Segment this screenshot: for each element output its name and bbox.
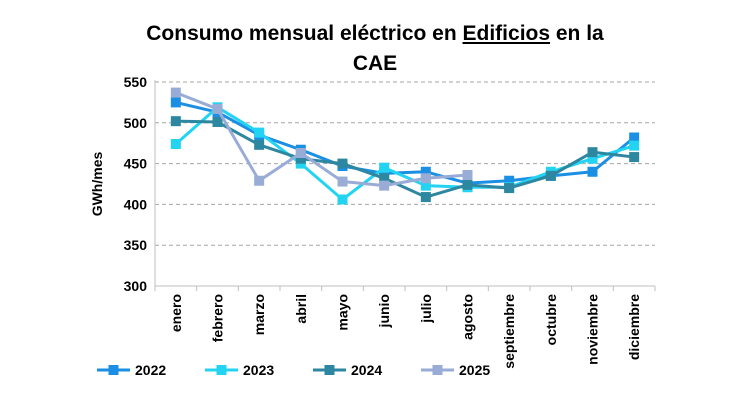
data-point-2024-octubre: [545, 170, 556, 181]
data-point-2024-junio: [379, 173, 390, 184]
data-point-2025-junio: [379, 180, 390, 191]
data-point-2025-enero: [170, 87, 181, 98]
data-point-2022-enero: [170, 97, 181, 108]
data-point-2025-julio: [420, 173, 431, 184]
data-point-2025-marzo: [254, 175, 265, 186]
x-tick-label-abril: abril: [293, 294, 309, 324]
data-point-2023-noviembre: [587, 153, 598, 164]
legend-label-2024: 2024: [351, 362, 382, 378]
data-point-2022-septiembre: [504, 175, 515, 186]
data-point-2024-noviembre: [587, 147, 598, 158]
data-point-2024-abril: [295, 153, 306, 164]
data-point-2025-febrero: [212, 103, 223, 114]
series-line-2023: [174, 105, 635, 202]
data-point-2023-julio: [420, 180, 431, 191]
data-point-2023-enero: [170, 139, 181, 150]
chart-title-part-2: Edificios: [462, 22, 551, 45]
chart-title-line-2: CAE: [352, 52, 398, 75]
legend-marker-2025: [432, 365, 443, 375]
data-point-2024-mayo: [337, 158, 348, 169]
y-tick-label-350: 350: [124, 237, 148, 253]
series-line-2025: [175, 91, 468, 188]
data-point-2025-mayo: [337, 176, 348, 187]
y-tick-label-400: 400: [124, 196, 148, 212]
chart-title-line-1: Consumo mensual eléctrico en Edificios e…: [0, 22, 750, 46]
legend-label-2025: 2025: [459, 362, 490, 378]
x-tick-label-diciembre: diciembre: [626, 294, 642, 360]
data-point-2024-septiembre: [504, 183, 515, 194]
x-tick-label-junio: junio: [376, 294, 392, 328]
data-point-2022-julio: [420, 166, 431, 177]
legend-marker-2024: [324, 365, 335, 375]
y-tick-label-500: 500: [124, 115, 148, 131]
data-point-2022-noviembre: [587, 166, 598, 177]
data-point-2023-mayo: [337, 194, 348, 205]
data-point-2022-diciembre: [629, 132, 640, 143]
legend-label-2022: 2022: [135, 362, 166, 378]
data-point-2024-diciembre: [629, 152, 640, 163]
data-point-2024-enero: [170, 116, 181, 127]
data-point-2024-febrero: [212, 116, 223, 127]
y-tick-label-450: 450: [124, 156, 148, 172]
data-point-2023-diciembre: [629, 140, 640, 151]
x-tick-label-enero: enero: [168, 294, 184, 332]
y-tick-label-300: 300: [124, 278, 148, 294]
data-point-2025-agosto: [462, 170, 473, 181]
x-tick-label-mayo: mayo: [335, 294, 351, 331]
x-tick-label-septiembre: septiembre: [501, 294, 517, 369]
y-tick-label-550: 550: [124, 74, 148, 90]
data-point-2023-junio: [379, 162, 390, 173]
x-tick-label-octubre: octubre: [543, 294, 559, 346]
series-line-2024: [175, 119, 635, 199]
x-tick-label-julio: julio: [418, 294, 434, 324]
data-point-2024-agosto: [462, 179, 473, 190]
x-tick-label-agosto: agosto: [460, 294, 476, 340]
data-point-2024-marzo: [254, 139, 265, 150]
x-tick-label-marzo: marzo: [251, 294, 267, 335]
legend-label-2023: 2023: [243, 362, 274, 378]
data-point-2023-marzo: [254, 127, 265, 138]
chart-title-part-1: Consumo mensual eléctrico en: [146, 22, 463, 45]
legend-marker-2023: [216, 365, 227, 375]
x-tick-label-noviembre: noviembre: [585, 294, 601, 365]
legend-marker-2022: [108, 365, 119, 375]
chart-title-part-3: en la: [550, 22, 604, 45]
y-axis-label: GWh/mes: [89, 152, 105, 217]
data-point-2025-abril: [295, 147, 306, 158]
data-point-2024-julio: [420, 192, 431, 203]
x-tick-label-febrero: febrero: [210, 294, 226, 342]
series-line-2022: [175, 100, 636, 185]
